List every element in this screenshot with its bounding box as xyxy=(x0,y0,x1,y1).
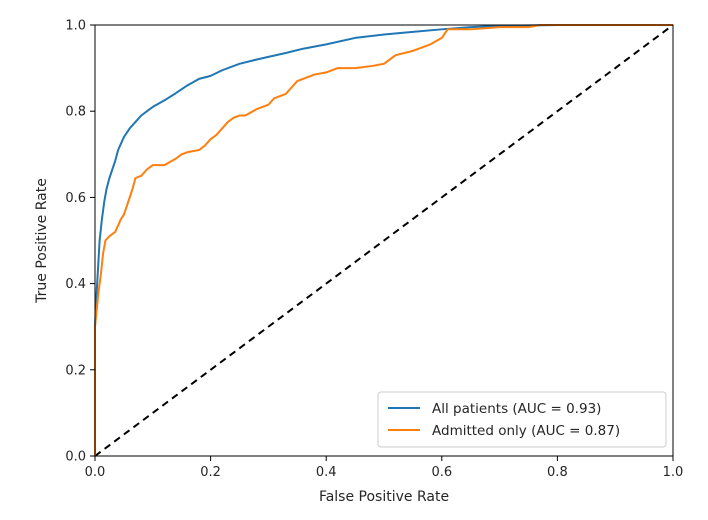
x-tick-label: 0.6 xyxy=(431,465,452,480)
x-axis-label: False Positive Rate xyxy=(319,489,449,505)
y-tick-label: 0.8 xyxy=(65,105,86,120)
legend-label-all-patients: All patients (AUC = 0.93) xyxy=(432,401,601,417)
y-tick-label: 1.0 xyxy=(65,19,86,34)
x-tick-label: 0.2 xyxy=(200,465,221,480)
axis-ticks: 0.0 0.2 0.4 0.6 0.8 1.0 0.0 0.2 0.4 0.6 0.8 1.0 xyxy=(65,19,683,481)
y-tick-label: 0.0 xyxy=(65,450,86,465)
legend-box xyxy=(377,391,667,448)
y-tick-label: 0.4 xyxy=(65,277,86,292)
x-tick-label: 0.8 xyxy=(547,465,568,480)
series-line-chance xyxy=(94,24,674,457)
x-tick-label: 0.0 xyxy=(85,465,106,480)
legend-label-admitted-only: Admitted only (AUC = 0.87) xyxy=(432,423,620,439)
legend: All patients (AUC = 0.93) Admitted only … xyxy=(377,391,667,448)
y-tick-label: 0.6 xyxy=(65,191,86,206)
plot-frame xyxy=(94,24,674,457)
plot-area xyxy=(94,24,674,457)
x-tick-label: 1.0 xyxy=(663,465,684,480)
x-tick-label: 0.4 xyxy=(316,465,337,480)
series-line-all-patients xyxy=(94,24,673,456)
y-tick-label: 0.2 xyxy=(65,363,86,378)
series-line-admitted-only xyxy=(94,24,673,456)
y-axis-label: True Positive Rate xyxy=(34,178,50,304)
